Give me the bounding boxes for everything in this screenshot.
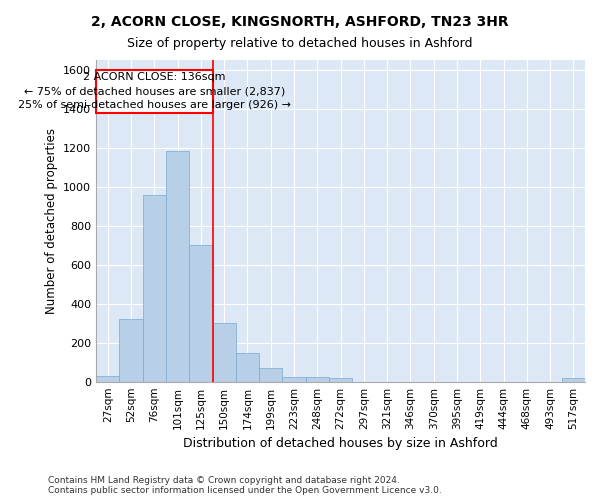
Bar (143, 194, 166, 382)
Text: 2 ACORN CLOSE: 136sqm
← 75% of detached houses are smaller (2,837)
25% of semi-d: 2 ACORN CLOSE: 136sqm ← 75% of detached … (18, 72, 291, 110)
FancyBboxPatch shape (96, 70, 212, 112)
Bar (119, 320, 143, 382)
Bar (259, 368, 283, 382)
Text: Size of property relative to detached houses in Ashford: Size of property relative to detached ho… (127, 38, 473, 51)
X-axis label: Distribution of detached houses by size in Ashford: Distribution of detached houses by size … (183, 437, 498, 450)
Y-axis label: Number of detached properties: Number of detached properties (44, 128, 58, 314)
Bar (329, 378, 352, 382)
Bar (305, 377, 329, 382)
Text: 2, ACORN CLOSE, KINGSNORTH, ASHFORD, TN23 3HR: 2, ACORN CLOSE, KINGSNORTH, ASHFORD, TN2… (91, 15, 509, 29)
Bar (189, 245, 212, 382)
Bar (212, 323, 236, 382)
Bar (283, 377, 305, 382)
Bar (166, 150, 189, 382)
Bar (562, 378, 585, 382)
Bar (236, 354, 259, 382)
Text: Contains HM Land Registry data © Crown copyright and database right 2024.
Contai: Contains HM Land Registry data © Crown c… (48, 476, 442, 495)
Bar (96, 376, 119, 382)
